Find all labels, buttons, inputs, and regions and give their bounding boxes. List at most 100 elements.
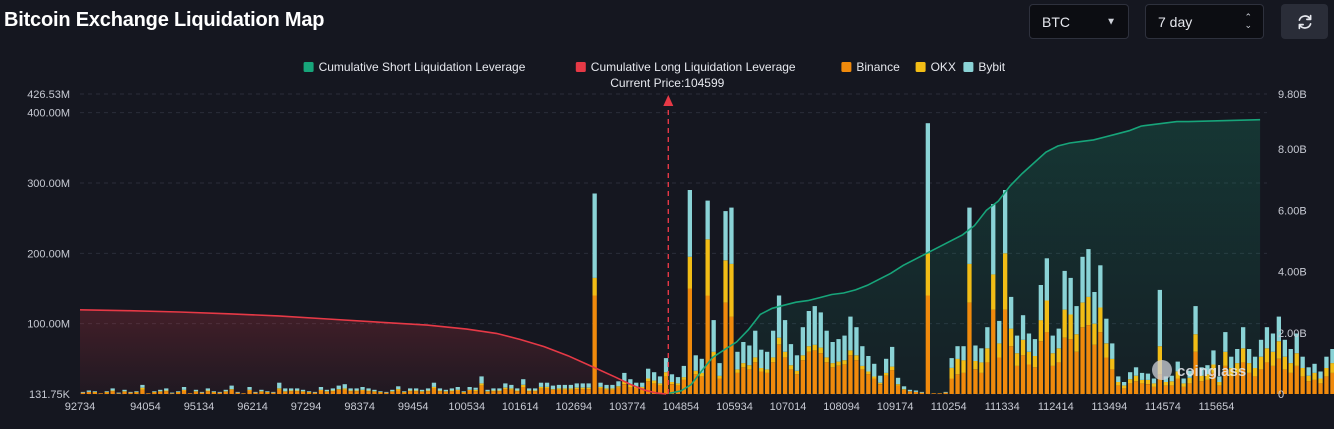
bar-binance bbox=[134, 392, 139, 394]
x-tick-label: 92734 bbox=[65, 401, 96, 413]
bar-bybit bbox=[306, 391, 312, 392]
bar-bybit bbox=[235, 391, 240, 393]
bar-binance bbox=[1270, 365, 1276, 394]
bar-bybit bbox=[366, 388, 371, 391]
bar-bybit bbox=[479, 376, 484, 384]
bar-okx bbox=[1044, 300, 1049, 333]
bar-bybit bbox=[134, 391, 139, 392]
bar-okx bbox=[140, 387, 145, 390]
cumulative-lines bbox=[79, 118, 1261, 395]
x-tick-label: 97294 bbox=[291, 401, 322, 413]
bar-okx bbox=[675, 383, 681, 386]
symbol-select[interactable]: BTC ▼ bbox=[1029, 4, 1129, 39]
bar-okx bbox=[538, 387, 544, 389]
bar-okx bbox=[824, 357, 829, 363]
bar-binance bbox=[634, 388, 639, 394]
bar-bybit bbox=[943, 391, 948, 393]
bar-okx bbox=[306, 391, 312, 393]
bar-bybit bbox=[812, 306, 817, 345]
bar-binance bbox=[949, 378, 954, 394]
bar-okx bbox=[842, 360, 847, 365]
bar-binance bbox=[336, 389, 341, 394]
bar-binance bbox=[747, 369, 752, 394]
bar-bybit bbox=[140, 384, 145, 388]
bar-binance bbox=[1044, 332, 1049, 394]
bar-okx bbox=[181, 389, 187, 391]
bar-okx bbox=[544, 387, 550, 389]
bar-okx bbox=[92, 391, 97, 393]
bar-binance bbox=[1175, 378, 1180, 394]
bar-bybit bbox=[176, 391, 181, 392]
x-tick-label: 96214 bbox=[237, 401, 268, 413]
bar-bybit bbox=[574, 383, 579, 388]
bar-binance bbox=[1086, 325, 1091, 394]
bar-bybit bbox=[158, 389, 163, 392]
bar-okx bbox=[788, 365, 794, 370]
bar-bybit bbox=[1258, 339, 1264, 357]
legend-item[interactable]: Cumulative Short Liquidation Leverage bbox=[319, 60, 526, 74]
legend-item[interactable]: OKX bbox=[931, 60, 956, 74]
bar-bybit bbox=[1104, 318, 1109, 344]
bar-okx bbox=[657, 383, 663, 386]
bar-bybit bbox=[1062, 270, 1067, 310]
bar-bybit bbox=[890, 346, 895, 367]
bar-binance bbox=[217, 392, 222, 394]
bar-bybit bbox=[693, 355, 698, 371]
bar-binance bbox=[1116, 385, 1121, 394]
bar-bybit bbox=[806, 311, 811, 347]
bar-binance bbox=[1324, 376, 1329, 394]
legend-item[interactable]: Binance bbox=[856, 60, 900, 74]
bar-bybit bbox=[1330, 349, 1334, 364]
bar-bybit bbox=[1199, 367, 1204, 376]
bar-okx bbox=[1092, 323, 1097, 345]
refresh-button[interactable] bbox=[1281, 4, 1328, 39]
bar-binance bbox=[538, 388, 544, 394]
bar-binance bbox=[866, 374, 871, 394]
bar-binance bbox=[794, 374, 800, 394]
bar-binance bbox=[324, 391, 329, 394]
bar-okx bbox=[884, 372, 889, 376]
bar-bybit bbox=[550, 385, 556, 390]
y-left-tick-label: 131.75K bbox=[29, 389, 71, 401]
caret-down-icon: ▼ bbox=[1106, 16, 1116, 27]
legend-item[interactable]: Cumulative Long Liquidation Leverage bbox=[591, 60, 796, 74]
bar-bybit bbox=[872, 363, 877, 377]
bar-binance bbox=[253, 392, 258, 394]
bar-binance bbox=[574, 389, 579, 394]
period-select-value: 7 day bbox=[1158, 13, 1193, 30]
bar-okx bbox=[467, 389, 472, 391]
bar-bybit bbox=[640, 382, 645, 387]
bar-bybit bbox=[277, 382, 282, 389]
bar-okx bbox=[1312, 372, 1317, 380]
bar-okx bbox=[1252, 368, 1258, 377]
period-select[interactable]: 7 day ⌃ ⌄ bbox=[1145, 4, 1264, 39]
bar-bybit bbox=[657, 376, 663, 384]
bar-bybit bbox=[152, 391, 157, 392]
legend-item[interactable]: Bybit bbox=[978, 60, 1005, 74]
bar-binance bbox=[991, 309, 996, 394]
bar-bybit bbox=[622, 372, 627, 382]
x-tick-label: 100534 bbox=[448, 401, 485, 413]
bar-binance bbox=[199, 392, 205, 394]
bar-binance bbox=[235, 392, 240, 394]
bar-okx bbox=[211, 391, 216, 393]
x-tick-label: 94054 bbox=[130, 401, 161, 413]
bar-bybit bbox=[283, 388, 288, 392]
bar-binance bbox=[473, 391, 478, 394]
bar-okx bbox=[330, 390, 335, 392]
bar-binance bbox=[1169, 385, 1174, 394]
bar-binance bbox=[586, 389, 591, 394]
bar-binance bbox=[895, 385, 901, 394]
bar-okx bbox=[717, 375, 722, 379]
bar-bybit bbox=[372, 389, 377, 392]
bar-okx bbox=[449, 390, 454, 392]
bar-okx bbox=[705, 239, 710, 296]
y-right-tick-label: 6.00B bbox=[1278, 205, 1307, 217]
bar-binance bbox=[937, 393, 942, 394]
bar-okx bbox=[1199, 375, 1204, 382]
bar-okx bbox=[693, 370, 698, 375]
bar-bybit bbox=[544, 382, 550, 387]
bar-okx bbox=[776, 337, 782, 345]
bar-binance bbox=[753, 362, 758, 394]
bar-okx bbox=[616, 386, 621, 388]
